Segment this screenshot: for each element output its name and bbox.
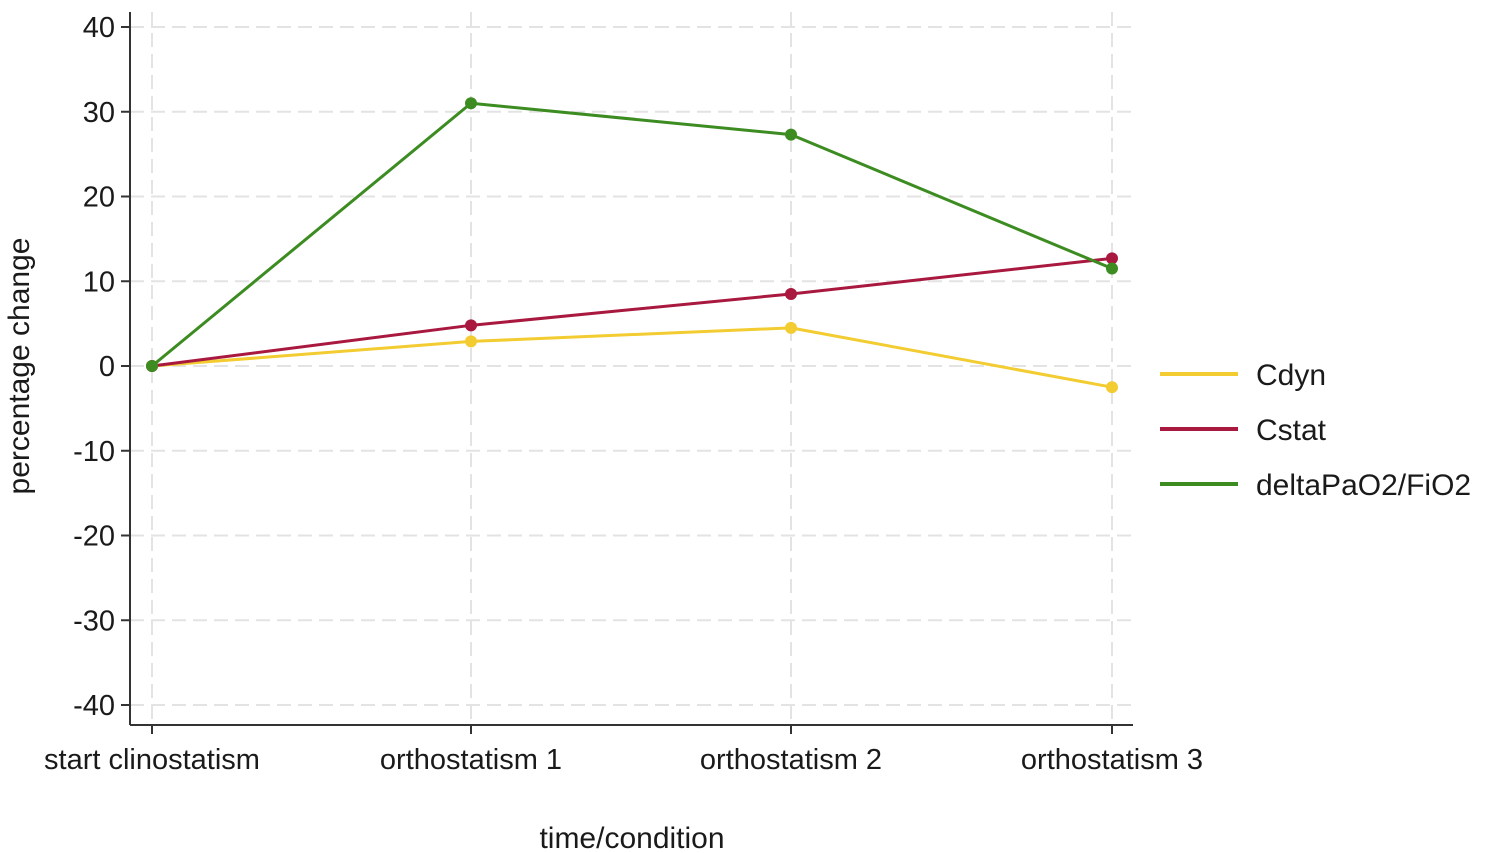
y-tick-label: -10 — [73, 436, 115, 468]
x-tick-label: start clinostatism — [44, 744, 260, 776]
tick-labels: 40 30 20 10 0 -10 -20 -30 -40 start clinostatism o… — [44, 12, 1203, 776]
data-point-deltapao2-fio2 — [465, 97, 477, 110]
y-tick-label: 40 — [83, 12, 115, 44]
y-tick-label: 10 — [83, 266, 115, 298]
data-point-deltapao2-fio2 — [1106, 262, 1118, 275]
x-axis-title: time/condition — [539, 822, 724, 853]
data-point-deltapao2-fio2 — [146, 360, 158, 372]
data-point-cstat — [785, 287, 797, 300]
series-line-cstat — [151, 256, 1113, 368]
legend: Cdyn Cstat deltaPaO2/FiO2 — [1160, 359, 1471, 502]
data-point-cdyn — [1106, 381, 1118, 394]
data-point-cdyn — [465, 335, 477, 348]
data-point-cstat — [1106, 252, 1118, 265]
data-point-cdyn — [785, 321, 797, 334]
legend-label-cdyn: Cdyn — [1256, 359, 1326, 392]
axes — [129, 12, 1133, 726]
series-line-deltapao2-fio2 — [151, 101, 1113, 368]
y-tick-label: 30 — [83, 97, 115, 129]
y-axis-title: percentage change — [3, 238, 36, 495]
y-tick-label: -40 — [73, 690, 115, 722]
x-tick-label: orthostatism 2 — [700, 744, 882, 776]
data-point-cstat — [465, 319, 477, 332]
series — [146, 97, 1118, 394]
y-tick-label: -20 — [73, 521, 115, 553]
y-tick-label: 20 — [83, 182, 115, 214]
y-tick-label: -30 — [73, 605, 115, 637]
y-tick-label: 0 — [99, 351, 115, 383]
x-tick-label: orthostatism 1 — [380, 744, 562, 776]
legend-label-cstat: Cstat — [1256, 414, 1327, 447]
series-line-cdyn — [151, 326, 1113, 389]
x-tick-label: orthostatism 3 — [1021, 744, 1203, 776]
legend-label-deltapao2-fio2: deltaPaO2/FiO2 — [1256, 469, 1471, 502]
data-point-deltapao2-fio2 — [785, 128, 797, 141]
